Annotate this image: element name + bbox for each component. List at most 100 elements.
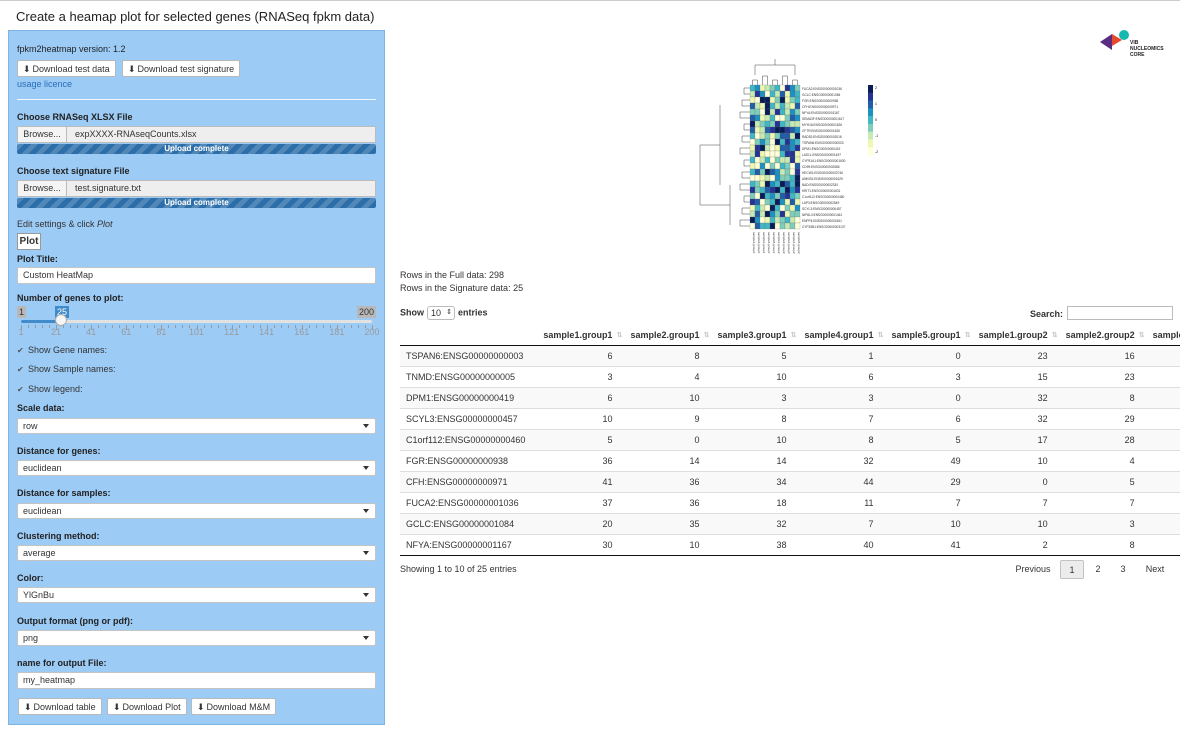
table-row[interactable]: CFH:ENSG00000000971 41 36 34 44 29 0 5 bbox=[400, 471, 1180, 493]
column-header[interactable]: sample2.group1 ⇅ bbox=[624, 325, 712, 346]
search-input[interactable] bbox=[1067, 306, 1173, 320]
value-cell: 41 bbox=[885, 534, 973, 556]
gene-cell: FUCA2:ENSG00000001036 bbox=[400, 492, 538, 514]
table-row[interactable]: TNMD:ENSG00000000005 3 4 10 6 3 15 23 bbox=[400, 366, 1180, 388]
slider-tick bbox=[140, 325, 142, 328]
table-row[interactable]: SCYL3:ENSG00000000457 10 9 8 7 6 32 29 bbox=[400, 408, 1180, 430]
table-row[interactable]: NFYA:ENSG00000001167 30 10 38 40 41 2 8 bbox=[400, 534, 1180, 556]
heatmap-cell bbox=[769, 102, 776, 110]
heatmap-cell bbox=[759, 210, 766, 218]
dist-samples-select[interactable]: euclidean bbox=[17, 503, 376, 519]
column-header[interactable]: sample1.group2 ⇅ bbox=[972, 325, 1060, 346]
value-cell: 32 bbox=[972, 387, 1060, 409]
page-title: Create a heamap plot for selected genes … bbox=[16, 9, 375, 24]
caret-down-icon bbox=[363, 424, 369, 428]
page-button-3[interactable]: 3 bbox=[1120, 564, 1126, 574]
slider-tick bbox=[372, 325, 373, 330]
heatmap-cell bbox=[779, 150, 786, 158]
color-select[interactable]: YlGnBu bbox=[17, 587, 376, 603]
download-plot-button[interactable]: ⬇ Download Plot bbox=[107, 698, 187, 715]
download-test-signature-button[interactable]: ⬇ Download test signature bbox=[122, 60, 241, 77]
page-button-2[interactable]: 2 bbox=[1095, 564, 1101, 574]
value-cell: 29 bbox=[1059, 408, 1147, 430]
plot-button[interactable]: Plot bbox=[17, 233, 41, 250]
heatmap-cell bbox=[769, 162, 776, 170]
page-button-1[interactable]: 1 bbox=[1060, 560, 1084, 579]
usage-licence-link[interactable]: usage licence bbox=[17, 79, 73, 89]
xlsx-file-input[interactable]: Browse... expXXXX-RNAseqCounts.xlsx bbox=[17, 126, 376, 143]
plot-title-input[interactable]: Custom HeatMap bbox=[17, 267, 376, 284]
heatmap-cell bbox=[759, 102, 766, 110]
heatmap-cell bbox=[784, 84, 791, 92]
table-row[interactable]: GCLC:ENSG00000001084 20 35 32 7 10 10 3 bbox=[400, 513, 1180, 535]
clust-select[interactable]: average bbox=[17, 545, 376, 561]
next-page-button[interactable]: Next bbox=[1145, 564, 1165, 574]
download-mm-button[interactable]: ⬇ Download M&M bbox=[191, 698, 277, 715]
slider-tick bbox=[70, 325, 72, 328]
legend-tick-label: 2 bbox=[875, 86, 877, 90]
outname-input[interactable]: my_heatmap bbox=[17, 672, 376, 689]
slider-tick bbox=[154, 325, 156, 328]
value-cell: 36 bbox=[537, 450, 625, 472]
slider-tick bbox=[280, 325, 282, 328]
heatmap-sample-label: sample1.group2 bbox=[777, 232, 781, 254]
slider-tick bbox=[336, 325, 338, 330]
column-header[interactable]: sample bbox=[1146, 325, 1180, 346]
download-test-data-button[interactable]: ⬇ Download test data bbox=[17, 60, 116, 77]
download-icon: ⬇ bbox=[24, 702, 32, 712]
signature-file-input[interactable]: Browse... test.signature.txt bbox=[17, 180, 376, 197]
value-cell: 5 bbox=[1059, 471, 1147, 493]
browse-signature-button[interactable]: Browse... bbox=[17, 180, 67, 197]
browse-xlsx-button[interactable]: Browse... bbox=[17, 126, 67, 143]
slider-tick-label: 81 bbox=[156, 327, 167, 337]
sort-icon: ⇅ bbox=[616, 332, 623, 339]
show-gene-names-label: Show Gene names: bbox=[28, 345, 108, 355]
heatmap-sample-label: sample3.group2 bbox=[787, 232, 791, 254]
column-header[interactable]: sample5.group1 ⇅ bbox=[885, 325, 973, 346]
column-header[interactable]: sample3.group1 ⇅ bbox=[711, 325, 799, 346]
previous-page-button[interactable]: Previous bbox=[1015, 564, 1051, 574]
slider-tick bbox=[182, 325, 184, 328]
column-header[interactable]: sample1.group1 ⇅ bbox=[537, 325, 625, 346]
column-header[interactable]: sample2.group2 ⇅ bbox=[1059, 325, 1147, 346]
slider-tick-label: 61 bbox=[121, 327, 132, 337]
download-table-button[interactable]: ⬇ Download table bbox=[18, 698, 102, 715]
heatmap-gene-label: RAD52:ENSG00000002016 bbox=[802, 135, 842, 139]
legend-swatch bbox=[868, 100, 873, 109]
scale-select[interactable]: row bbox=[17, 418, 376, 434]
dist-genes-select[interactable]: euclidean bbox=[17, 460, 376, 476]
gene-cell: DPM1:ENSG00000000419 bbox=[400, 387, 538, 409]
table-row[interactable]: FGR:ENSG00000000938 36 14 14 32 49 10 4 bbox=[400, 450, 1180, 472]
table-row[interactable]: C1orf112:ENSG00000000460 5 0 10 8 5 17 28 bbox=[400, 429, 1180, 451]
table-row[interactable]: FUCA2:ENSG00000001036 37 36 18 11 7 7 7 bbox=[400, 492, 1180, 514]
value-cell: 32 bbox=[711, 513, 799, 535]
heatmap-cell bbox=[774, 174, 781, 182]
rows-full-text: Rows in the Full data: 298 bbox=[400, 270, 505, 280]
sort-icon: ⇅ bbox=[1138, 332, 1145, 339]
show-sample-names-checkbox[interactable]: ✔ Show Sample names: bbox=[17, 364, 116, 374]
table-row[interactable]: TSPAN6:ENSG00000000003 6 8 5 1 0 23 16 bbox=[400, 345, 1180, 367]
heatmap-cell bbox=[794, 120, 801, 128]
gene-cell: GCLC:ENSG00000001084 bbox=[400, 513, 538, 535]
heatmap-cell bbox=[794, 108, 801, 116]
length-select[interactable]: 10 ⇕ bbox=[427, 306, 455, 320]
legend-swatch bbox=[868, 123, 873, 132]
slider-tick bbox=[49, 325, 51, 328]
value-cell: 3 bbox=[1059, 513, 1147, 535]
heatmap-cell bbox=[779, 204, 786, 212]
heatmap-cell bbox=[784, 168, 791, 176]
format-select[interactable]: png bbox=[17, 630, 376, 646]
column-header[interactable]: sample4.group1 ⇅ bbox=[798, 325, 886, 346]
table-row[interactable]: DPM1:ENSG00000000419 6 10 3 3 0 32 8 bbox=[400, 387, 1180, 409]
column-header[interactable] bbox=[400, 325, 538, 346]
value-cell: 6 bbox=[537, 387, 625, 409]
slider-track[interactable] bbox=[21, 320, 372, 323]
heatmap-cell bbox=[794, 96, 801, 104]
show-legend-checkbox[interactable]: ✔ Show legend: bbox=[17, 384, 83, 394]
slider-handle[interactable] bbox=[55, 314, 67, 326]
heatmap-cell bbox=[749, 120, 756, 128]
logo-line1: VIB bbox=[1130, 40, 1139, 46]
heatmap-cell bbox=[754, 210, 761, 218]
dist-samples-label: Distance for samples: bbox=[17, 488, 111, 498]
show-gene-names-checkbox[interactable]: ✔ Show Gene names: bbox=[17, 345, 107, 355]
